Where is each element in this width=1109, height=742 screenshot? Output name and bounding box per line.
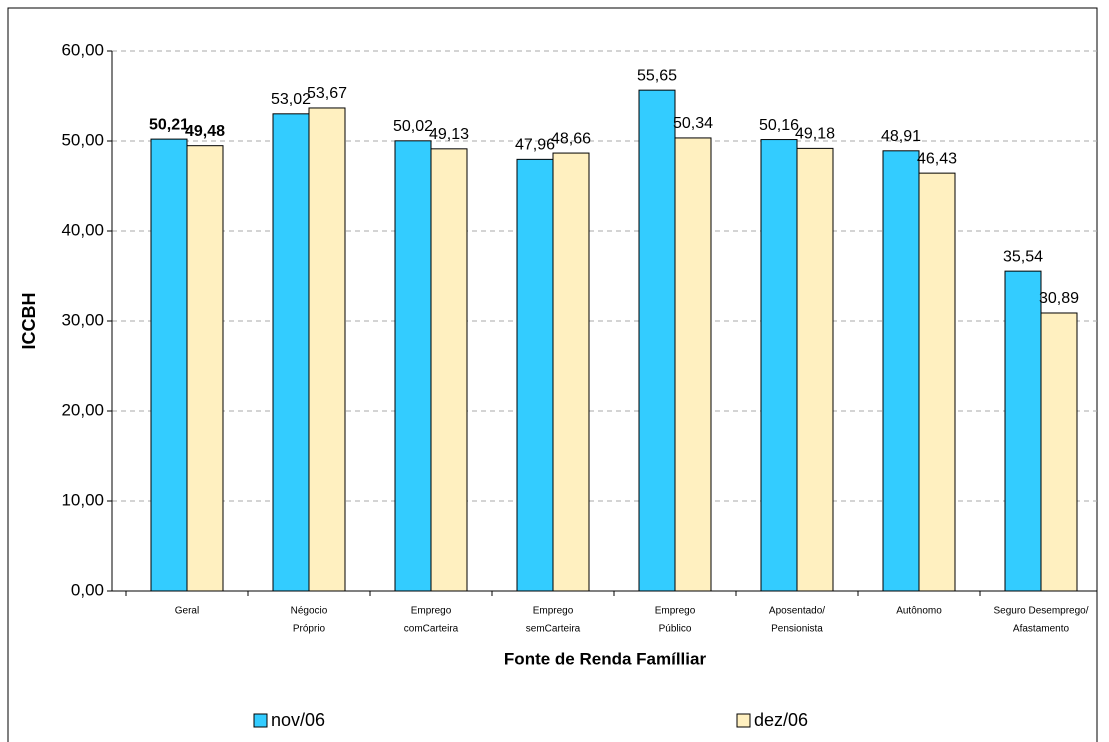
x-tick-label: Négocio: [291, 606, 328, 617]
bar: [760, 139, 798, 592]
value-label: 53,02: [271, 91, 311, 108]
x-tick-label: Emprego: [533, 606, 574, 617]
legend-label: nov/06: [271, 710, 325, 730]
x-tick-label: Autônomo: [896, 606, 942, 617]
x-tick-label: comCarteira: [404, 624, 459, 635]
y-tick-label: 20,00: [61, 400, 104, 419]
value-label: 35,54: [1003, 248, 1043, 265]
x-tick-label: Afastamento: [1013, 624, 1070, 635]
y-axis-title: ICCBH: [19, 293, 39, 350]
value-label: 50,21: [149, 116, 189, 133]
bar: [272, 113, 310, 592]
x-tick-label: Emprego: [411, 606, 452, 617]
bar: [516, 158, 554, 592]
y-tick-label: 30,00: [61, 310, 104, 329]
bar: [430, 148, 468, 592]
x-tick-label: Geral: [175, 606, 199, 617]
x-tick-label: Seguro Desemprego/: [993, 606, 1088, 617]
bar: [882, 150, 920, 592]
bar: [674, 137, 712, 592]
y-tick-label: 60,00: [61, 40, 104, 59]
x-tick-label: Público: [659, 624, 692, 635]
value-label: 49,18: [795, 126, 835, 143]
bar: [918, 172, 956, 592]
legend-swatch: [736, 713, 751, 728]
x-tick-label: Aposentado/: [769, 606, 825, 617]
value-label: 50,02: [393, 118, 433, 135]
bar: [1004, 270, 1042, 592]
value-label: 46,43: [917, 150, 957, 167]
y-tick-label: 0,00: [71, 580, 104, 599]
bar: [552, 152, 590, 592]
y-tick-label: 50,00: [61, 130, 104, 149]
value-label: 30,89: [1039, 290, 1079, 307]
y-tick-label: 40,00: [61, 220, 104, 239]
value-label: 50,16: [759, 117, 799, 134]
x-tick-label: Emprego: [655, 606, 696, 617]
bar: [1040, 312, 1078, 592]
x-tick-label: Pensionista: [771, 624, 823, 635]
y-tick-label: 10,00: [61, 490, 104, 509]
value-label: 53,67: [307, 85, 347, 102]
value-label: 55,65: [637, 67, 677, 84]
value-label: 48,91: [881, 128, 921, 145]
bar: [308, 107, 346, 592]
legend-swatch: [253, 713, 268, 728]
value-label: 49,13: [429, 126, 469, 143]
bar: [186, 145, 224, 592]
bar: [394, 140, 432, 592]
x-tick-label: semCarteira: [526, 624, 581, 635]
value-label: 47,96: [515, 137, 555, 154]
x-axis-title: Fonte de Renda Famílliar: [504, 649, 707, 668]
bar: [150, 138, 188, 592]
value-label: 48,66: [551, 130, 591, 147]
legend-label: dez/06: [754, 710, 808, 730]
value-label: 50,34: [673, 115, 713, 132]
x-tick-label: Próprio: [293, 624, 326, 635]
value-label: 49,48: [185, 123, 225, 140]
bar: [796, 147, 834, 592]
bar: [638, 89, 676, 592]
